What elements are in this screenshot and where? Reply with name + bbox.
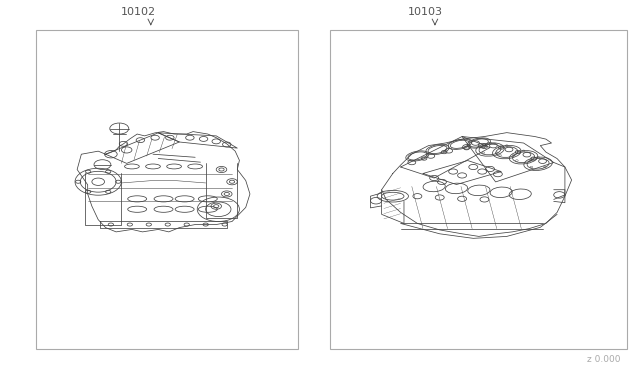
Bar: [330, 31, 627, 349]
Text: 10103: 10103: [408, 7, 443, 17]
Text: 10102: 10102: [120, 7, 156, 17]
Bar: [36, 31, 298, 349]
Text: z 0.000: z 0.000: [587, 355, 620, 364]
